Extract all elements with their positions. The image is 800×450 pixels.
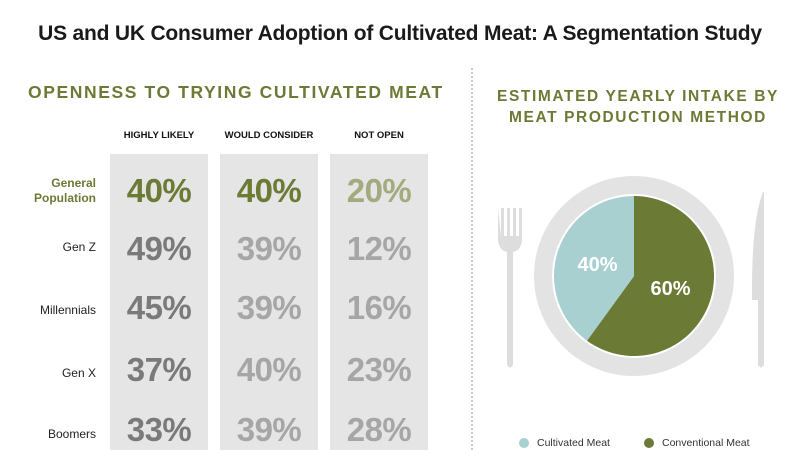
- pie-slice-conventional-meat: [586, 196, 714, 356]
- row-label: Millennials: [39, 303, 96, 317]
- table-cell-value: 45%: [126, 289, 192, 326]
- legend-item-cultivated: Cultivated Meat: [519, 437, 610, 449]
- column-header: WOULD CONSIDER: [224, 130, 314, 141]
- intake-pie-chart: 60% 40%: [498, 176, 764, 376]
- table-cell-value: 49%: [126, 230, 192, 267]
- legend-item-conventional: Conventional Meat: [644, 437, 750, 449]
- table-cell-value: 12%: [346, 230, 412, 267]
- table-cell-value: 39%: [236, 230, 302, 267]
- row-label: General Population: [34, 176, 96, 205]
- table-cell-value: 33%: [126, 411, 192, 448]
- intake-chart-title: ESTIMATED YEARLY INTAKE BY MEAT PRODUCTI…: [497, 88, 779, 126]
- row-label: Boomers: [47, 427, 96, 441]
- pie-label-conventional-meat: 60%: [651, 278, 691, 300]
- table-cell-value: 40%: [236, 172, 302, 209]
- legend-swatch-cultivated: [519, 438, 529, 448]
- table-cell-value: 40%: [236, 351, 302, 388]
- legend-label-conventional: Conventional Meat: [662, 437, 750, 449]
- main-title: US and UK Consumer Adoption of Cultivate…: [38, 22, 762, 45]
- column-header: NOT OPEN: [354, 130, 404, 141]
- column-background: [220, 154, 318, 450]
- table-cell-value: 39%: [236, 411, 302, 448]
- fork-icon: [498, 208, 522, 368]
- section-divider: [471, 68, 473, 450]
- row-label: Gen Z: [62, 240, 96, 254]
- row-label: Gen X: [61, 366, 96, 380]
- pie-slice-cultivated-meat: [554, 196, 634, 341]
- column-background: [330, 154, 428, 450]
- legend-label-cultivated: Cultivated Meat: [537, 437, 610, 449]
- knife-icon: [752, 191, 764, 368]
- legend-swatch-conventional: [644, 438, 654, 448]
- table-cell-value: 23%: [346, 351, 412, 388]
- column-header: HIGHLY LIKELY: [123, 130, 195, 141]
- table-cell-value: 37%: [126, 351, 192, 388]
- table-cell-value: 28%: [346, 411, 412, 448]
- table-cell-value: 40%: [126, 172, 192, 209]
- table-cell-value: 16%: [346, 289, 412, 326]
- pie-label-cultivated-meat: 40%: [577, 254, 617, 276]
- openness-chart-title: OPENNESS TO TRYING CULTIVATED MEAT: [28, 82, 444, 102]
- column-background: [110, 154, 208, 450]
- table-cell-value: 20%: [346, 172, 412, 209]
- table-cell-value: 39%: [236, 289, 302, 326]
